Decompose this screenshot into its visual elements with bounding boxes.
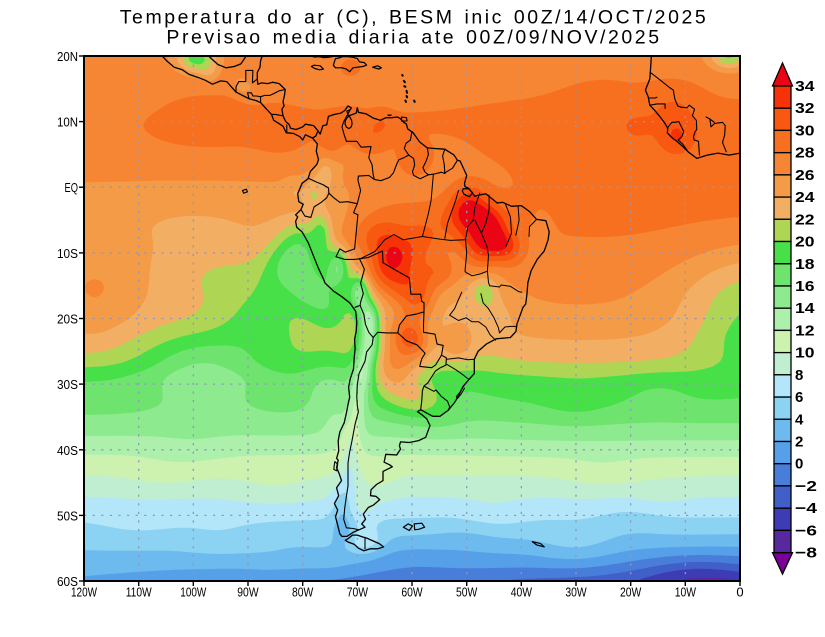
svg-text:80W: 80W (292, 585, 314, 600)
svg-text:40W: 40W (511, 585, 533, 600)
svg-text:16: 16 (795, 278, 815, 295)
svg-text:60S: 60S (57, 574, 78, 589)
svg-text:90W: 90W (237, 585, 259, 600)
svg-text:26: 26 (795, 167, 815, 184)
svg-text:20: 20 (795, 234, 815, 251)
svg-text:2: 2 (795, 434, 803, 451)
svg-text:28: 28 (795, 145, 815, 162)
svg-text:0: 0 (736, 585, 743, 600)
svg-text:24: 24 (795, 189, 815, 206)
svg-text:14: 14 (795, 300, 815, 317)
svg-text:−8: −8 (795, 545, 817, 562)
svg-text:30: 30 (795, 122, 815, 139)
svg-text:10N: 10N (57, 115, 78, 130)
svg-text:4: 4 (795, 411, 804, 428)
svg-text:120W: 120W (71, 585, 98, 600)
svg-text:40S: 40S (57, 443, 78, 458)
svg-text:EQ: EQ (65, 180, 79, 195)
svg-text:18: 18 (795, 256, 815, 273)
svg-text:10W: 10W (675, 585, 697, 600)
svg-text:50S: 50S (57, 508, 78, 523)
svg-text:10S: 10S (57, 246, 78, 261)
svg-text:−6: −6 (795, 522, 817, 539)
svg-text:6: 6 (795, 389, 803, 406)
svg-text:34: 34 (795, 78, 815, 95)
svg-text:30S: 30S (57, 377, 78, 392)
svg-text:50W: 50W (456, 585, 478, 600)
svg-text:−4: −4 (795, 500, 818, 517)
svg-text:20N: 20N (57, 49, 78, 64)
svg-text:10: 10 (795, 345, 815, 362)
svg-text:22: 22 (795, 211, 815, 228)
svg-text:Previsao media diaria ate 00Z/: Previsao media diaria ate 00Z/09/NOV/202… (166, 27, 661, 49)
svg-text:70W: 70W (347, 585, 369, 600)
svg-text:8: 8 (795, 367, 803, 384)
svg-text:32: 32 (795, 100, 815, 117)
svg-text:20S: 20S (57, 312, 78, 327)
svg-text:30W: 30W (565, 585, 587, 600)
svg-text:Temperatura do ar (C), BESM in: Temperatura do ar (C), BESM inic 00Z/14/… (120, 7, 709, 29)
svg-text:12: 12 (795, 322, 815, 339)
svg-text:60W: 60W (401, 585, 423, 600)
svg-text:20W: 20W (620, 585, 642, 600)
svg-text:−2: −2 (795, 478, 817, 495)
svg-text:110W: 110W (126, 585, 153, 600)
svg-text:0: 0 (795, 456, 803, 473)
svg-text:100W: 100W (180, 585, 207, 600)
